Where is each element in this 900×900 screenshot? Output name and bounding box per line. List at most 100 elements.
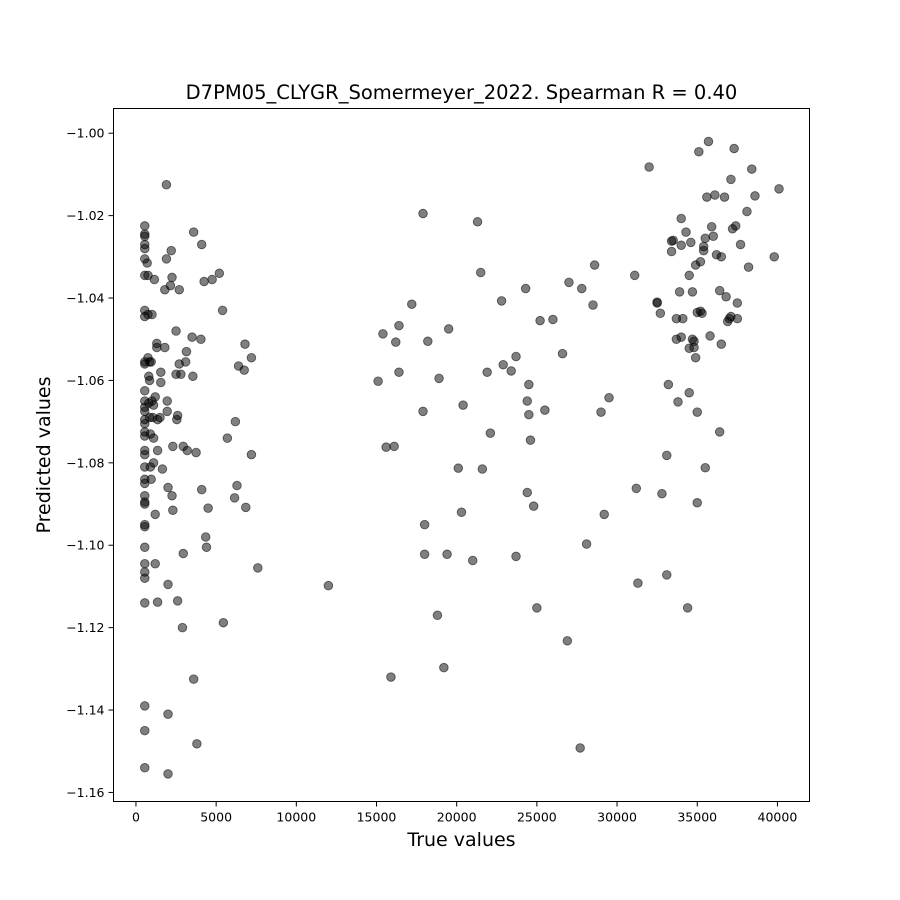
- data-point: [323, 580, 334, 591]
- data-point: [140, 521, 150, 532]
- data-point: [564, 277, 574, 288]
- data-point: [196, 334, 206, 344]
- data-point: [181, 346, 192, 357]
- data-point: [160, 342, 170, 353]
- data-point: [662, 570, 672, 580]
- data-point: [631, 483, 642, 494]
- data-point: [432, 610, 443, 621]
- data-point: [174, 285, 184, 295]
- data-point: [188, 674, 199, 684]
- data-point: [684, 388, 694, 398]
- data-point: [708, 231, 719, 241]
- data-point: [710, 190, 720, 200]
- data-point: [152, 445, 163, 456]
- data-point: [163, 482, 173, 493]
- data-point: [657, 488, 667, 499]
- data-point: [156, 367, 166, 377]
- data-point: [678, 313, 688, 324]
- data-point: [705, 331, 715, 341]
- data-point: [172, 410, 183, 421]
- data-point: [644, 162, 654, 172]
- data-point: [171, 326, 181, 336]
- data-point: [588, 300, 598, 310]
- data-point: [698, 245, 709, 256]
- data-point: [742, 206, 752, 217]
- data-point: [418, 406, 428, 417]
- data-point: [187, 332, 197, 342]
- data-point: [140, 542, 150, 553]
- data-point: [199, 276, 209, 287]
- data-point: [774, 184, 784, 194]
- data-point: [496, 296, 507, 306]
- data-point: [557, 348, 568, 359]
- data-point: [178, 548, 189, 559]
- data-point: [140, 243, 150, 254]
- data-point: [140, 701, 150, 711]
- y-tick-label: −1.14: [66, 703, 104, 718]
- y-tick-label: −1.04: [66, 291, 104, 306]
- data-point: [167, 491, 177, 501]
- data-point: [152, 342, 162, 353]
- data-point: [482, 367, 492, 377]
- data-point: [729, 143, 739, 154]
- x-tick-label: 25000: [517, 810, 557, 825]
- data-point: [176, 369, 186, 380]
- x-tick-label: 15000: [357, 810, 397, 825]
- data-point: [203, 503, 213, 513]
- data-point: [528, 501, 539, 511]
- data-point: [443, 324, 454, 334]
- data-point: [140, 499, 150, 509]
- data-point: [525, 435, 536, 445]
- x-tick-label: 0: [132, 810, 140, 825]
- data-point: [218, 617, 229, 628]
- data-point: [177, 622, 188, 633]
- data-point: [442, 549, 452, 560]
- data-point: [378, 329, 388, 339]
- data-point: [535, 315, 545, 326]
- data-point: [682, 603, 693, 613]
- data-point: [386, 672, 396, 682]
- data-point: [769, 252, 779, 262]
- data-point: [241, 502, 251, 513]
- data-point: [196, 484, 207, 495]
- data-point: [240, 339, 250, 349]
- data-point: [229, 493, 240, 503]
- data-point: [188, 227, 199, 237]
- data-point: [475, 267, 486, 278]
- data-point: [389, 441, 399, 452]
- data-point: [253, 563, 263, 573]
- data-point: [520, 283, 531, 294]
- data-point: [532, 603, 542, 613]
- data-point: [458, 400, 468, 410]
- data-point: [201, 542, 212, 553]
- data-point: [163, 709, 173, 719]
- data-point: [673, 397, 683, 407]
- data-point: [655, 308, 666, 319]
- data-point: [140, 385, 150, 396]
- data-point: [596, 407, 606, 417]
- y-tick-label: −1.06: [66, 373, 104, 388]
- data-point: [690, 353, 701, 363]
- data-point: [217, 305, 228, 316]
- data-point: [689, 342, 699, 353]
- data-point: [692, 407, 702, 417]
- data-points: [140, 136, 784, 779]
- data-point: [652, 297, 662, 307]
- data-point: [743, 262, 754, 272]
- data-point: [246, 449, 257, 460]
- data-point: [668, 235, 678, 246]
- data-point: [191, 447, 201, 458]
- data-point: [604, 392, 614, 403]
- data-point: [732, 313, 743, 324]
- data-point: [666, 246, 677, 257]
- plot-frame: [113, 108, 810, 802]
- data-point: [144, 375, 155, 386]
- data-point: [726, 174, 736, 185]
- data-point: [391, 337, 401, 347]
- data-point: [162, 406, 172, 417]
- data-point: [456, 507, 467, 518]
- data-point: [581, 539, 592, 549]
- x-tick-label: 10000: [276, 810, 316, 825]
- data-point: [663, 379, 674, 390]
